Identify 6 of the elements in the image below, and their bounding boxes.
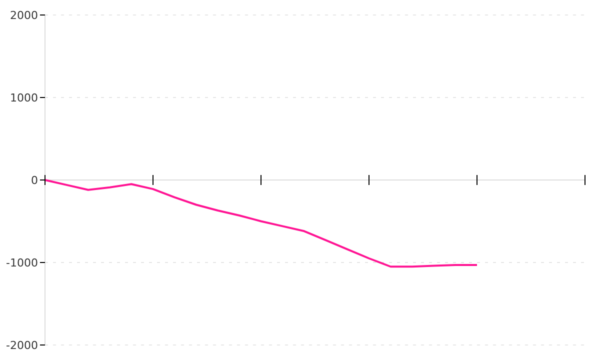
y-tick-label: 0 <box>31 174 38 187</box>
y-tick-label: 2000 <box>10 8 38 22</box>
line-series <box>44 179 478 268</box>
y-tick-label: 1000 <box>10 91 38 104</box>
y-tick-label: -2000 <box>6 338 38 352</box>
y-tick-label: -1000 <box>6 256 38 270</box>
